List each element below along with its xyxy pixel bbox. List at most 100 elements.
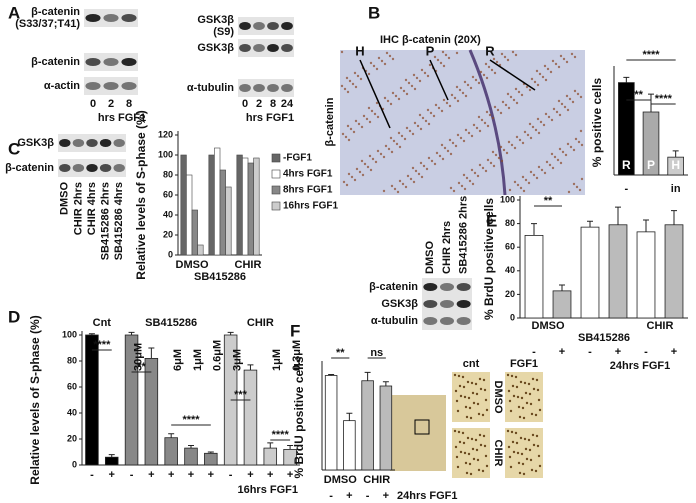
x-tick-label: -: [90, 469, 94, 481]
group-label: SB415286: [145, 317, 197, 329]
stained-nucleus: [514, 53, 518, 57]
bar: [204, 452, 218, 466]
brdu-nucleus: [471, 447, 475, 451]
stained-nucleus: [562, 57, 566, 61]
stained-nucleus: [497, 156, 501, 160]
stained-nucleus: [579, 129, 583, 133]
x-tick-label: +: [287, 469, 293, 481]
blot-band: [72, 139, 85, 147]
stained-nucleus: [351, 82, 355, 86]
stained-nucleus: [388, 54, 392, 58]
error-bar: [382, 381, 389, 386]
brdu-nucleus: [523, 437, 527, 441]
stained-nucleus: [390, 184, 394, 188]
stained-nucleus: [480, 118, 484, 122]
stained-nucleus: [345, 76, 349, 80]
stained-nucleus: [342, 180, 346, 184]
stained-nucleus: [533, 80, 537, 84]
brdu-nucleus: [507, 389, 511, 393]
blot-row-label: (S33/37;T41): [15, 18, 80, 30]
brdu-nucleus: [478, 377, 482, 381]
brdu-nucleus: [481, 469, 485, 473]
stained-nucleus: [470, 168, 474, 172]
stained-nucleus: [574, 137, 578, 141]
bar: [219, 169, 226, 256]
legend-swatch: [271, 153, 281, 163]
stained-nucleus: [551, 166, 555, 170]
brdu-nucleus: [512, 394, 516, 398]
error-bar: [267, 442, 274, 449]
blot-band: [253, 84, 265, 92]
x-title: 24hrs FGF1: [610, 360, 671, 372]
brdu-nucleus: [484, 398, 488, 402]
stained-nucleus: [551, 59, 555, 63]
stained-nucleus: [456, 133, 460, 137]
significance-label: **: [137, 361, 146, 373]
stained-nucleus: [563, 105, 567, 109]
stained-nucleus: [404, 78, 408, 82]
stained-nucleus: [523, 130, 527, 134]
bar: [524, 234, 544, 319]
error-bar: [531, 223, 537, 236]
stained-nucleus: [409, 177, 413, 181]
stained-nucleus: [494, 153, 498, 157]
stained-nucleus: [382, 189, 386, 193]
stained-nucleus: [477, 115, 481, 119]
stained-nucleus: [472, 123, 476, 127]
stained-nucleus: [433, 55, 437, 59]
stained-nucleus: [426, 108, 430, 112]
brdu-nucleus: [458, 384, 462, 388]
x-tick-label: +: [383, 490, 389, 502]
brdu-nucleus: [455, 399, 459, 403]
stained-nucleus: [418, 79, 422, 83]
blot-band: [253, 44, 265, 52]
panel-label: E: [486, 211, 497, 230]
panel-label: F: [290, 321, 300, 340]
blot-band: [103, 58, 119, 66]
y-tick-label: 0: [72, 459, 77, 469]
stained-nucleus: [485, 110, 489, 114]
stained-nucleus: [382, 155, 386, 159]
dose-label: 1μM: [271, 349, 283, 371]
error-bar: [643, 219, 649, 232]
y-tick-label: 0: [510, 312, 515, 322]
brdu-nucleus: [479, 387, 483, 391]
error-bar: [88, 333, 95, 335]
y-tick-label: 80: [163, 169, 173, 179]
blot-band: [456, 283, 471, 291]
blot-row-label: α-tubulin: [187, 82, 234, 94]
stained-nucleus: [515, 101, 519, 105]
stained-nucleus: [557, 65, 561, 69]
x-note: in: [671, 183, 681, 195]
stained-nucleus: [468, 179, 472, 183]
brdu-nucleus: [528, 392, 532, 396]
significance-label: ****: [642, 49, 660, 61]
panel-label: A: [8, 3, 20, 22]
brdu-nucleus: [527, 382, 531, 386]
error-bar: [648, 93, 654, 112]
stained-nucleus: [404, 185, 408, 189]
stained-nucleus: [463, 187, 467, 191]
stained-nucleus: [575, 185, 579, 189]
blot-band: [239, 44, 251, 52]
bar: [180, 154, 187, 256]
brdu-nucleus: [507, 445, 511, 449]
error-bar: [108, 454, 115, 458]
stained-nucleus: [390, 150, 394, 154]
significance-label: ns: [370, 347, 383, 359]
stained-nucleus: [434, 103, 438, 107]
blot-row-label: β-catenin: [31, 56, 80, 68]
brdu-nucleus: [514, 431, 518, 435]
brdu-nucleus: [512, 450, 516, 454]
error-bar: [328, 373, 335, 376]
y-axis-title: % BrdU positive cells: [482, 198, 496, 320]
x-tick-label: -: [130, 469, 134, 481]
error-bar: [207, 451, 214, 454]
stained-nucleus: [425, 167, 429, 171]
stained-nucleus: [422, 164, 426, 168]
stained-nucleus: [450, 93, 454, 97]
brdu-nucleus: [522, 472, 526, 476]
stained-nucleus: [379, 152, 383, 156]
stained-nucleus: [449, 152, 453, 156]
stained-nucleus: [340, 50, 344, 54]
